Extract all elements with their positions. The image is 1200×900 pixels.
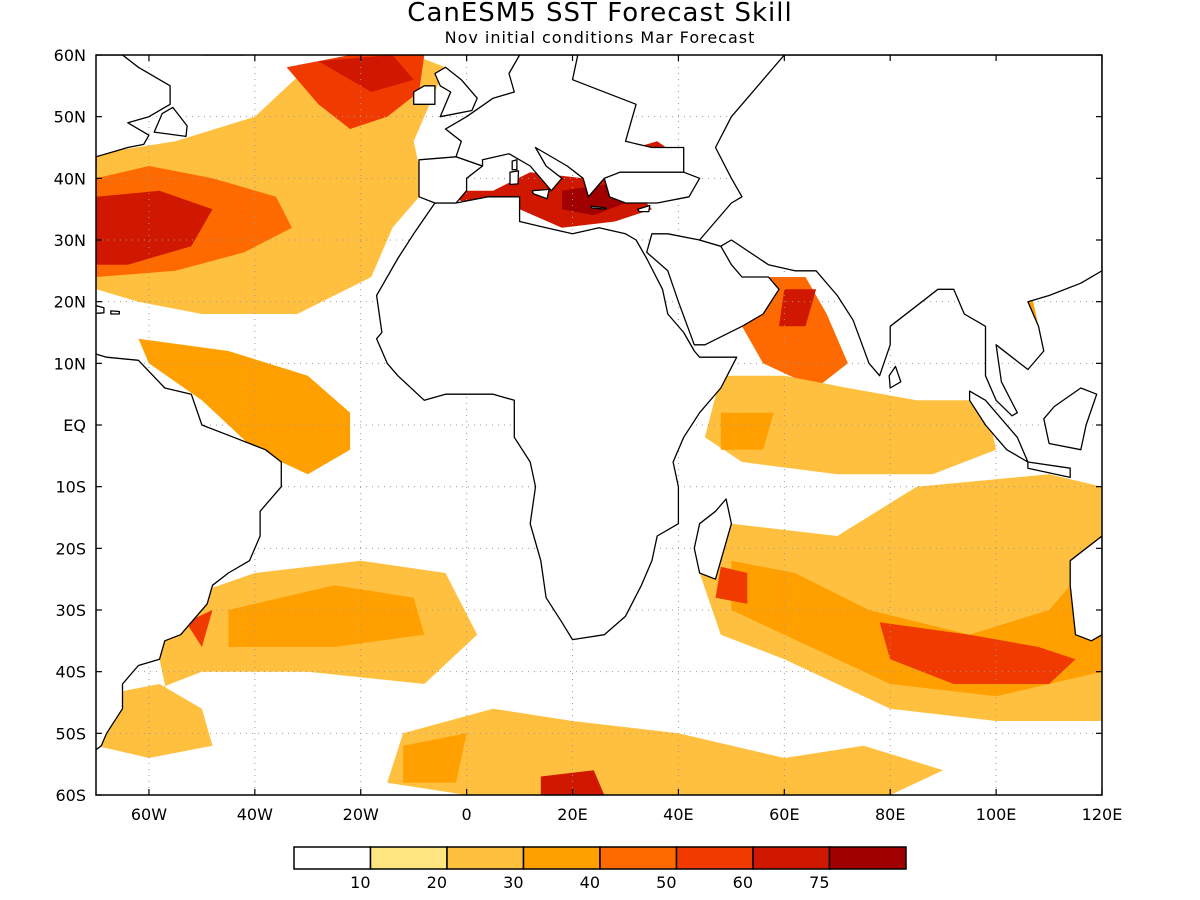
lon-tick-label: 60W (131, 805, 167, 824)
land-arabia (646, 233, 780, 346)
lon-tick-label: 40W (237, 805, 273, 824)
skill-shading (96, 55, 1102, 795)
colorbar-label: 20 (427, 873, 447, 892)
skill-region-20 (387, 708, 944, 795)
colorbar: 10 20 30 40 50 60 75 (293, 846, 907, 892)
colorbar-swatch (752, 846, 831, 870)
lat-tick-label: 30N (54, 231, 86, 250)
land-hispaniola (96, 305, 105, 314)
lat-tick-label: 60N (54, 46, 86, 65)
lon-tick-label: 20W (343, 805, 379, 824)
colorbar-swatch (446, 846, 525, 870)
colorbar-label: 30 (503, 873, 523, 892)
skill-region-21 (403, 733, 467, 783)
land-ireland (413, 85, 436, 105)
skill-region-12 (720, 412, 774, 450)
colorbar-label: 40 (580, 873, 600, 892)
land-uk (434, 66, 478, 118)
coastlines (96, 18, 1102, 751)
land-africa (375, 196, 738, 641)
longitude-axis: 60W 40W 20W 0 20E 40E 60E 80E 100E 120E (131, 55, 1122, 824)
lat-tick-label: 10S (55, 478, 86, 497)
skill-region-15 (879, 622, 1076, 684)
skill-region-22 (540, 770, 605, 795)
land-corsica (511, 159, 518, 171)
colorbar-swatch (522, 846, 601, 870)
land-sumatra (968, 390, 1029, 463)
lat-tick-label: 60S (55, 786, 86, 805)
land-newfoundland (153, 106, 188, 138)
land-northamerica (96, 55, 171, 170)
lon-tick-label: 80E (875, 805, 905, 824)
colorbar-swatch (675, 846, 754, 870)
skill-region-5 (138, 338, 351, 475)
skill-region-16 (715, 566, 748, 604)
latitude-axis: 60N 50N 40N 30N 20N 10N EQ 10S 20S 30S 40S 50S 60S (54, 46, 1102, 805)
map-subtitle: Nov initial conditions Mar Forecast (444, 28, 756, 47)
land-anatolia (603, 171, 701, 204)
lat-tick-label: 20S (55, 539, 86, 558)
colorbar-swatch (828, 846, 907, 870)
lat-tick-label: 50S (55, 724, 86, 743)
colorbar-swatch (599, 846, 678, 870)
lat-tick-label: 30S (55, 601, 86, 620)
land-cyprus (637, 204, 651, 213)
map-title: CanESM5 SST Forecast Skill (407, 0, 793, 28)
land-greenland (201, 55, 246, 56)
colorbar-label: 75 (809, 873, 829, 892)
land-borneo (1043, 387, 1098, 451)
skill-region-18 (228, 585, 425, 647)
skill-region-2 (96, 190, 213, 265)
lat-tick-label: 40N (54, 169, 86, 188)
colorbar-label: 60 (733, 873, 753, 892)
land-puertorico (110, 310, 120, 315)
lat-tick-label: 50N (54, 108, 86, 127)
land-srilanka (888, 365, 902, 389)
lon-tick-label: 60E (769, 805, 799, 824)
land-iceland (340, 18, 393, 30)
land-sardinia (509, 170, 520, 186)
skill-region-11 (704, 375, 997, 475)
lon-tick-label: 40E (663, 805, 693, 824)
lon-tick-label: 120E (1082, 805, 1123, 824)
land-australia (1069, 535, 1102, 642)
skill-region-10 (779, 289, 817, 327)
land-crete (590, 205, 607, 210)
lon-tick-label: 0 (462, 805, 472, 824)
land-java (1027, 461, 1071, 479)
lat-tick-label: 20N (54, 293, 86, 312)
land-sicily (531, 188, 550, 200)
colorbar-label: 10 (350, 873, 370, 892)
land-madagascar (693, 498, 733, 580)
colorbar-swatch (293, 846, 372, 870)
land-southamerica (96, 353, 282, 751)
skill-region-4 (318, 55, 414, 92)
colorbar-label: 50 (656, 873, 676, 892)
lat-tick-label: EQ (63, 416, 86, 435)
skill-region-23 (96, 684, 213, 758)
lat-tick-label: 40S (55, 663, 86, 682)
land-asia (698, 55, 1102, 417)
lon-tick-label: 100E (976, 805, 1017, 824)
lon-tick-label: 20E (557, 805, 587, 824)
colorbar-swatch (369, 846, 448, 870)
lat-tick-label: 10N (54, 354, 86, 373)
